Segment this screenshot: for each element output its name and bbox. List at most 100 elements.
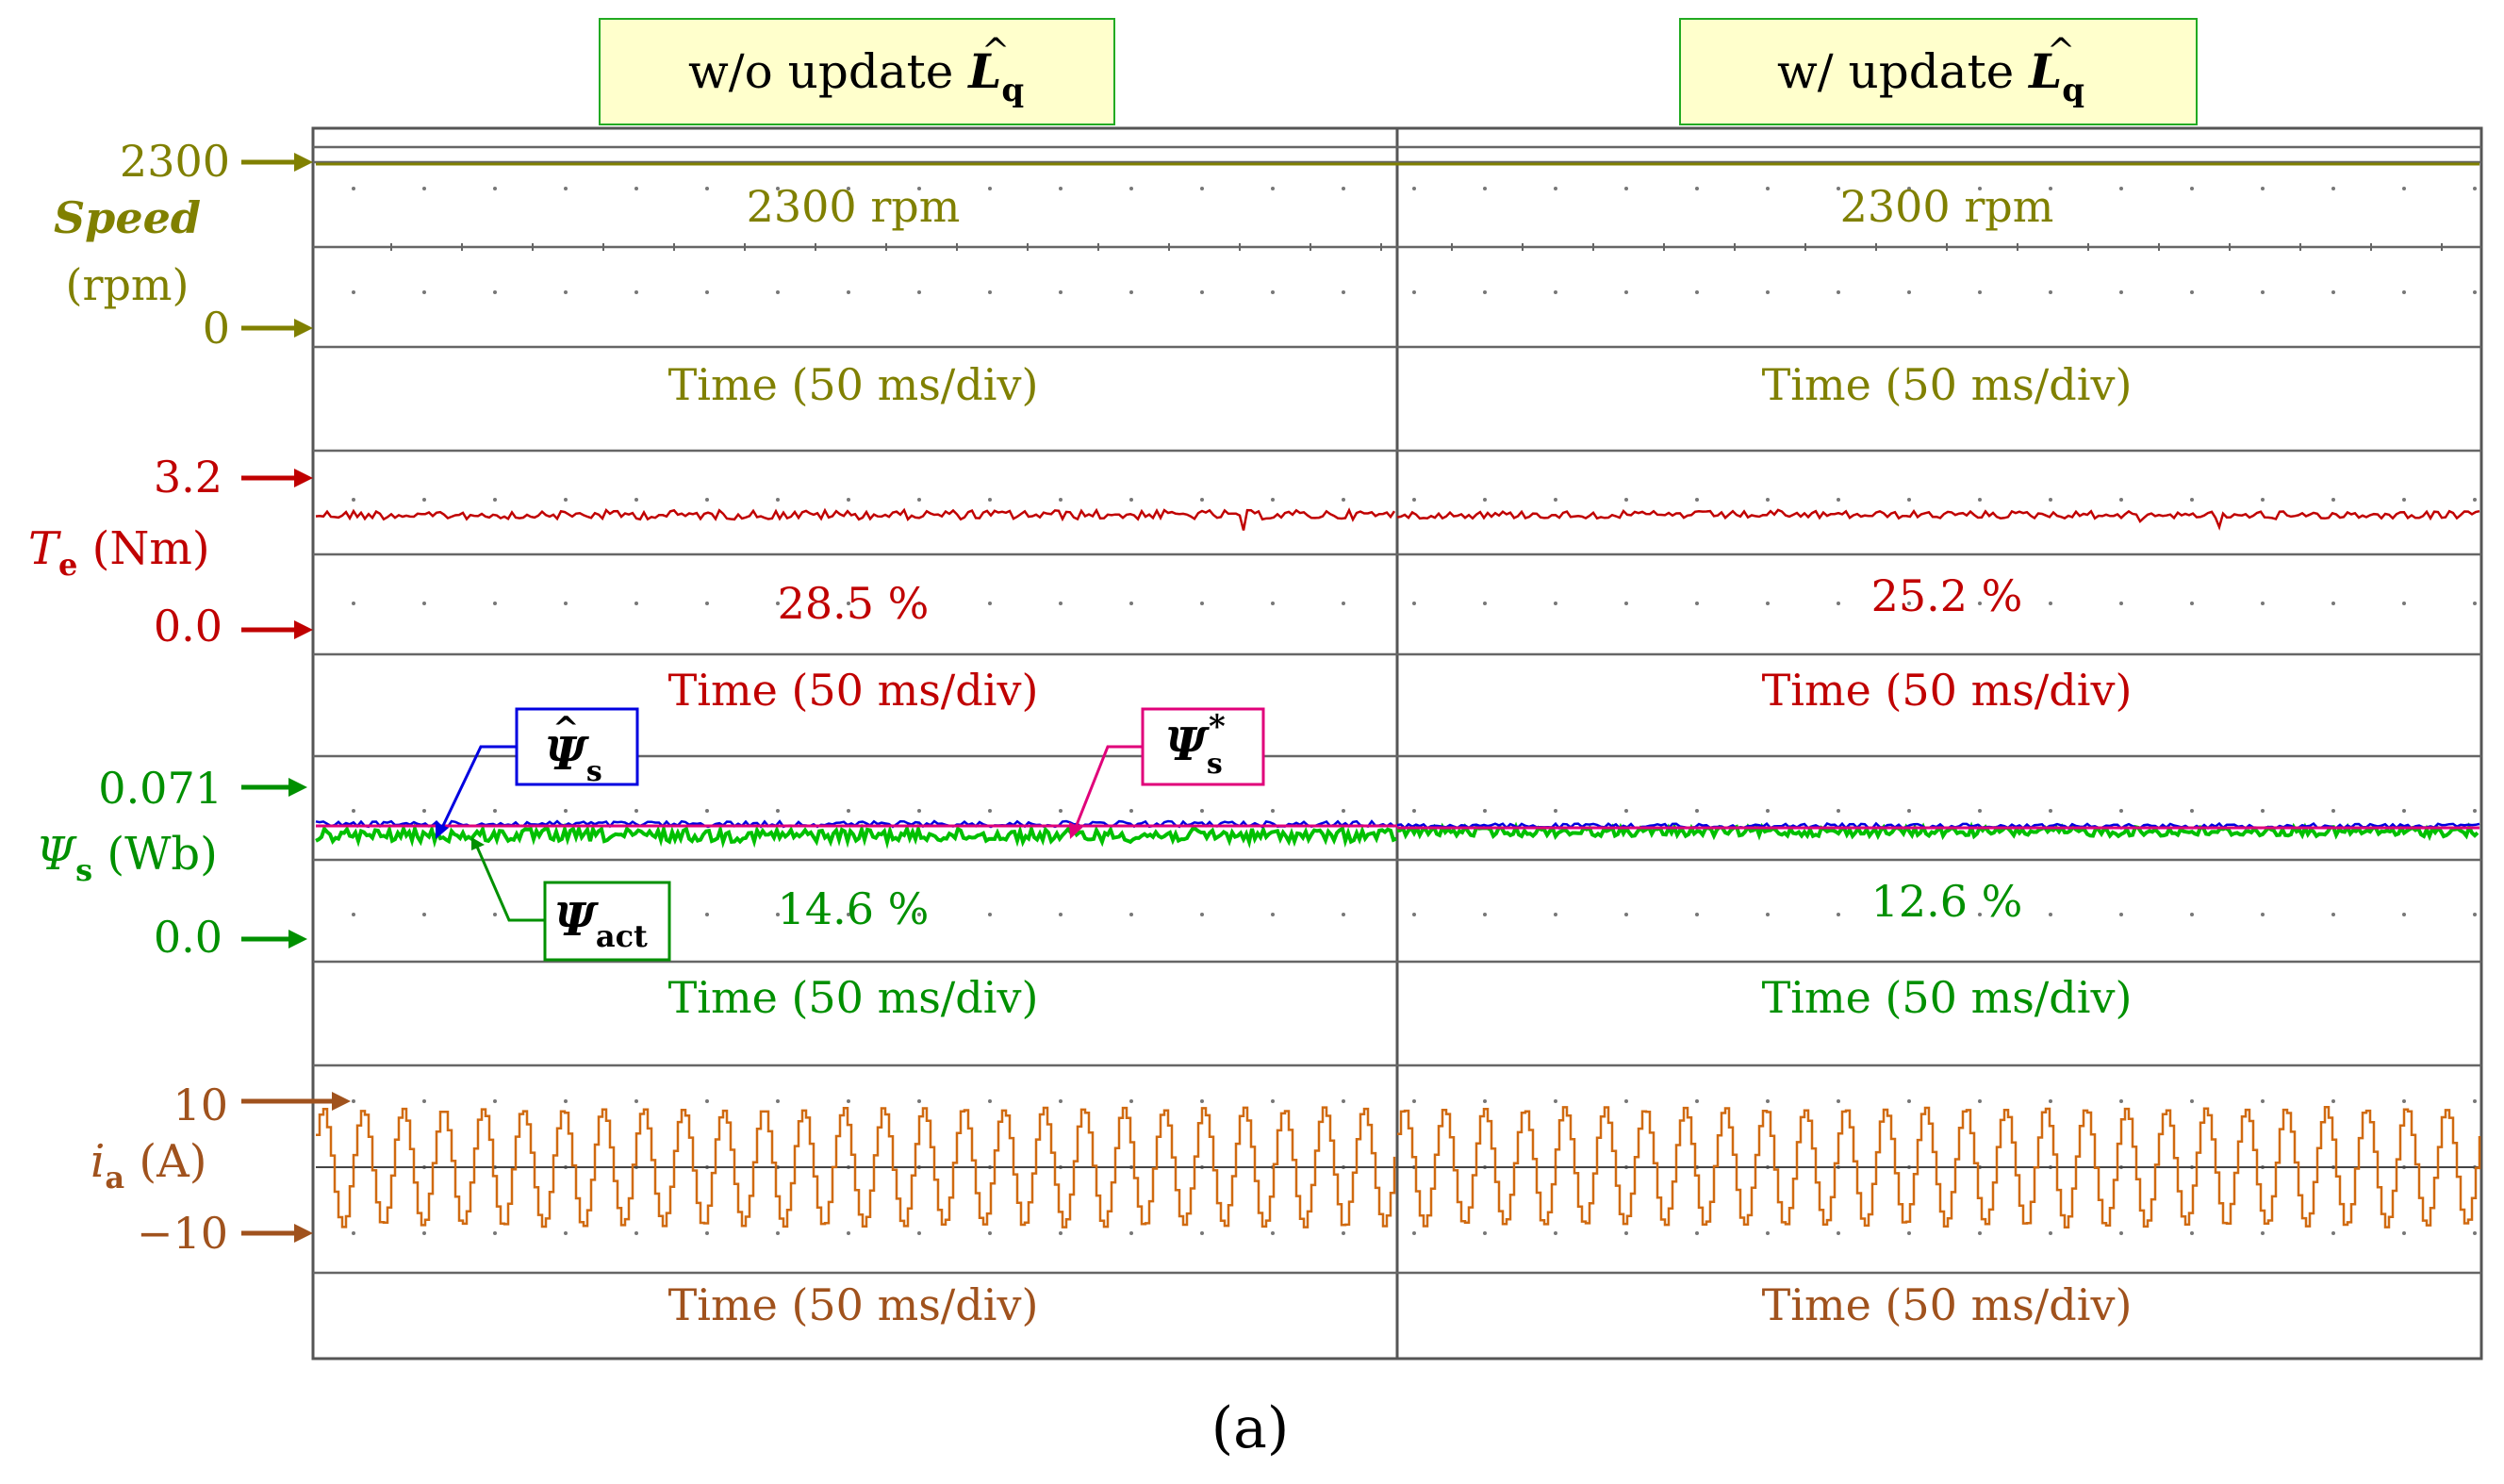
torque-grid-dot — [1978, 602, 1982, 605]
current-grid-dot — [1342, 1099, 1345, 1103]
torque-grid-dot — [917, 498, 921, 502]
torque-ripple-right: 25.2 % — [1871, 570, 2023, 621]
torque-grid-dot — [2402, 602, 2406, 605]
torque-axis-labels: 3.2 Te (Nm) 0.0 — [28, 452, 313, 651]
speed-grid-dot — [2119, 187, 2123, 190]
torque-grid-dot — [1695, 602, 1699, 605]
current-grid-dot — [988, 1099, 992, 1103]
torque-grid-dot — [847, 602, 850, 605]
speed-grid-dot — [1342, 187, 1345, 190]
flux-grid-dot — [1412, 809, 1416, 813]
torque-grid-dot — [1412, 602, 1416, 605]
torque-grid-dot — [2119, 602, 2123, 605]
flux-grid-dot — [2190, 913, 2194, 916]
speed-grid-dot — [1412, 290, 1416, 294]
torque-grid-dot — [1766, 602, 1770, 605]
svg-text:^: ^ — [981, 32, 1010, 71]
callout-flux-ref: Ψs * — [1069, 707, 1265, 839]
svg-text:w/o update Lq: w/o update Lq — [688, 43, 1024, 109]
current-grid-dot — [2331, 1099, 2335, 1103]
speed-grid-dot — [2473, 290, 2477, 294]
flux-grid-dot — [2119, 913, 2123, 916]
speed-grid-dot — [1342, 290, 1345, 294]
current-grid-dot — [1200, 1099, 1204, 1103]
torque-grid-dot — [1837, 602, 1840, 605]
current-grid-dot — [1978, 1231, 1982, 1235]
flux-grid-dot — [1200, 809, 1204, 813]
torque-grid-dot — [988, 602, 992, 605]
flux-grid-dot — [1766, 913, 1770, 916]
flux-grid-dot — [1978, 913, 1982, 916]
flux-grid-dot — [1483, 809, 1487, 813]
flux-grid-dot — [1271, 913, 1275, 916]
current-grid-dot — [1412, 1099, 1416, 1103]
speed-grid-dot — [1907, 187, 1911, 190]
flux-time-label-right: Time (50 ms/div) — [1762, 972, 2133, 1023]
torque-grid-dot — [634, 602, 638, 605]
speed-grid-dot — [2049, 187, 2052, 190]
current-grid-dot — [1837, 1231, 1840, 1235]
speed-top-value: 2300 — [120, 136, 230, 187]
torque-grid-dot — [493, 602, 497, 605]
speed-grid-dot — [1624, 187, 1628, 190]
torque-grid-dot — [2119, 498, 2123, 502]
speed-grid-dot — [564, 187, 568, 190]
flux-grid-dot — [917, 809, 921, 813]
current-grid-dot — [1766, 1231, 1770, 1235]
torque-grid-dot — [705, 602, 709, 605]
speed-bottom-value: 0 — [203, 303, 230, 354]
flux-grid-dot — [352, 809, 355, 813]
speed-annotation-left: 2300 rpm — [747, 181, 961, 232]
flux-grid-dot — [1554, 809, 1557, 813]
current-grid-dot — [634, 1099, 638, 1103]
flux-grid-dot — [422, 809, 426, 813]
torque-grid-dot — [988, 498, 992, 502]
speed-grid-dot — [1695, 187, 1699, 190]
current-grid-dot — [2261, 1099, 2265, 1103]
speed-grid-dot — [2261, 187, 2265, 190]
speed-grid-dot — [1271, 187, 1275, 190]
current-grid-dot — [564, 1099, 568, 1103]
current-grid-dot — [422, 1231, 426, 1235]
torque-grid-dot — [422, 602, 426, 605]
speed-grid-dot — [705, 187, 709, 190]
current-grid-dot — [2119, 1099, 2123, 1103]
torque-grid-dot — [2331, 498, 2335, 502]
current-grid-dot — [2402, 1231, 2406, 1235]
torque-grid-dot — [776, 498, 780, 502]
flux-grid-dot — [493, 809, 497, 813]
speed-grid-dot — [1200, 187, 1204, 190]
current-axis-labels: 10 ia (A) −10 — [91, 1080, 351, 1259]
current-grid-dot — [1766, 1099, 1770, 1103]
current-grid-dot — [1554, 1099, 1557, 1103]
flux-grid-dot — [564, 809, 568, 813]
torque-grid-dot — [1695, 498, 1699, 502]
current-grid-dot — [1907, 1231, 1911, 1235]
flux-grid-dot — [1907, 809, 1911, 813]
svg-text:Ψs: Ψs — [545, 728, 602, 788]
flux-grid-dot — [2119, 809, 2123, 813]
flux-grid-dot — [1129, 913, 1133, 916]
current-trace-right — [1397, 1106, 2481, 1229]
current-grid-dot — [917, 1099, 921, 1103]
current-grid-dot — [493, 1231, 497, 1235]
torque-grid-dot — [1483, 602, 1487, 605]
torque-trace-left — [315, 507, 1396, 531]
callout-flux-act: Ψact — [471, 837, 671, 962]
header-left: w/o update Lq ^ — [599, 18, 1115, 125]
speed-grid-dot — [1200, 290, 1204, 294]
torque-grid-dot — [2190, 602, 2194, 605]
speed-grid-dot — [2402, 187, 2406, 190]
speed-grid-dot — [352, 290, 355, 294]
speed-grid-dot — [988, 187, 992, 190]
torque-grid-dot — [2049, 498, 2052, 502]
speed-grid-dot — [493, 187, 497, 190]
current-grid-dot — [1412, 1231, 1416, 1235]
torque-grid-dot — [2402, 498, 2406, 502]
speed-grid-dot — [493, 290, 497, 294]
flux-grid-dot — [1483, 913, 1487, 916]
flux-grid-dot — [917, 913, 921, 916]
flux-grid-dot — [2331, 913, 2335, 916]
flux-grid-dot — [1766, 809, 1770, 813]
speed-annotation-right: 2300 rpm — [1840, 181, 2054, 232]
